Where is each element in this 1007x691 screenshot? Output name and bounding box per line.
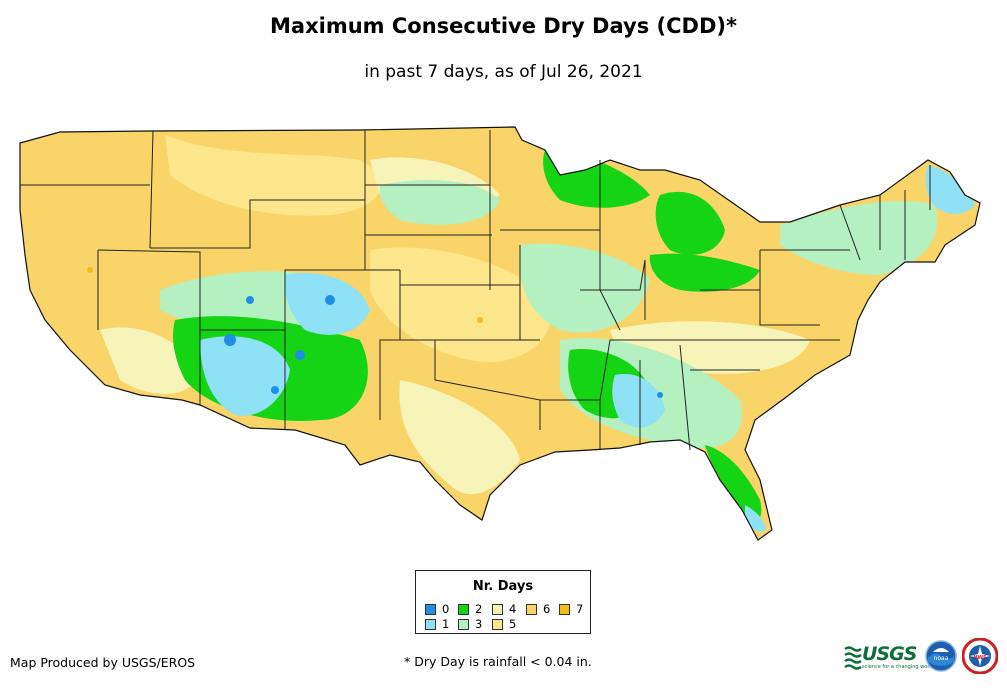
legend-label: 4 bbox=[509, 602, 517, 616]
legend-label: 0 bbox=[442, 602, 450, 616]
legend-label: 6 bbox=[543, 602, 551, 616]
nws-logo: NWS bbox=[962, 638, 998, 674]
noaa-logo-text: noaa bbox=[934, 655, 949, 662]
legend-item: 7 bbox=[559, 603, 583, 616]
usgs-wave-icon bbox=[844, 646, 862, 670]
legend-swatch bbox=[492, 604, 503, 615]
region-cat0-az-1 bbox=[224, 334, 236, 346]
region-cat7-1 bbox=[87, 267, 93, 273]
region-cat1-maine bbox=[925, 165, 975, 215]
legend-swatch bbox=[559, 604, 570, 615]
legend-item: 6 bbox=[526, 603, 550, 616]
nws-logo-text: NWS bbox=[973, 655, 987, 661]
region-cat0-co-1 bbox=[325, 295, 335, 305]
legend-label: 1 bbox=[442, 617, 450, 631]
region-cat1-arizona bbox=[200, 336, 290, 416]
map-credit: Map Produced by USGS/EROS bbox=[10, 655, 196, 670]
legend-label: 3 bbox=[475, 617, 483, 631]
map-subtitle: in past 7 days, as of Jul 26, 2021 bbox=[364, 62, 643, 82]
legend-item: 1 bbox=[425, 618, 449, 631]
region-cat3-northeast bbox=[780, 201, 938, 275]
legend-item: 2 bbox=[458, 603, 482, 616]
region-cat7-2 bbox=[477, 317, 483, 323]
region-cat1-alabama bbox=[612, 374, 665, 428]
cdd-map bbox=[19, 126, 981, 541]
legend-label: 7 bbox=[576, 602, 584, 616]
noaa-logo: noaa bbox=[925, 640, 957, 672]
region-cat5-central bbox=[370, 247, 552, 362]
legend-swatch bbox=[425, 619, 436, 630]
usgs-logo-text: USGS bbox=[862, 643, 917, 665]
region-cat0-nm-1 bbox=[295, 350, 305, 360]
legend-swatch bbox=[425, 604, 436, 615]
usgs-tagline: science for a changing world bbox=[862, 664, 934, 670]
state-borders bbox=[20, 130, 931, 451]
region-cat3-dakota bbox=[379, 180, 500, 225]
legend-swatch bbox=[458, 604, 469, 615]
legend-box: Nr. Days 0 1 2 3 4 5 6 7 bbox=[415, 570, 591, 634]
region-cat2-florida bbox=[705, 445, 762, 523]
region-cat0-ut-1 bbox=[246, 296, 254, 304]
region-cat0-ga-1 bbox=[657, 392, 663, 398]
legend-swatch bbox=[492, 619, 503, 630]
legend-title: Nr. Days bbox=[472, 579, 534, 594]
legend-item: 5 bbox=[492, 618, 516, 631]
region-cat0-nm-2 bbox=[271, 386, 279, 394]
legend-item: 3 bbox=[458, 618, 482, 631]
legend-label: 5 bbox=[509, 617, 517, 631]
region-cat4-southwest bbox=[100, 327, 200, 394]
usgs-logo: USGS science for a changing world bbox=[844, 643, 934, 673]
region-cat2-ohio bbox=[649, 253, 760, 292]
region-cat2-michigan bbox=[655, 191, 725, 255]
legend-swatch bbox=[526, 604, 537, 615]
region-cat4-texas bbox=[399, 380, 520, 495]
map-title: Maximum Consecutive Dry Days (CDD)* bbox=[270, 14, 737, 38]
region-cat5-plains bbox=[165, 135, 382, 216]
legend-label: 2 bbox=[475, 602, 483, 616]
legend-swatch bbox=[458, 619, 469, 630]
dry-day-footnote: * Dry Day is rainfall < 0.04 in. bbox=[404, 654, 592, 669]
region-cat3-midwest bbox=[519, 243, 650, 333]
legend-item: 0 bbox=[425, 603, 449, 616]
legend-item: 4 bbox=[492, 603, 516, 616]
